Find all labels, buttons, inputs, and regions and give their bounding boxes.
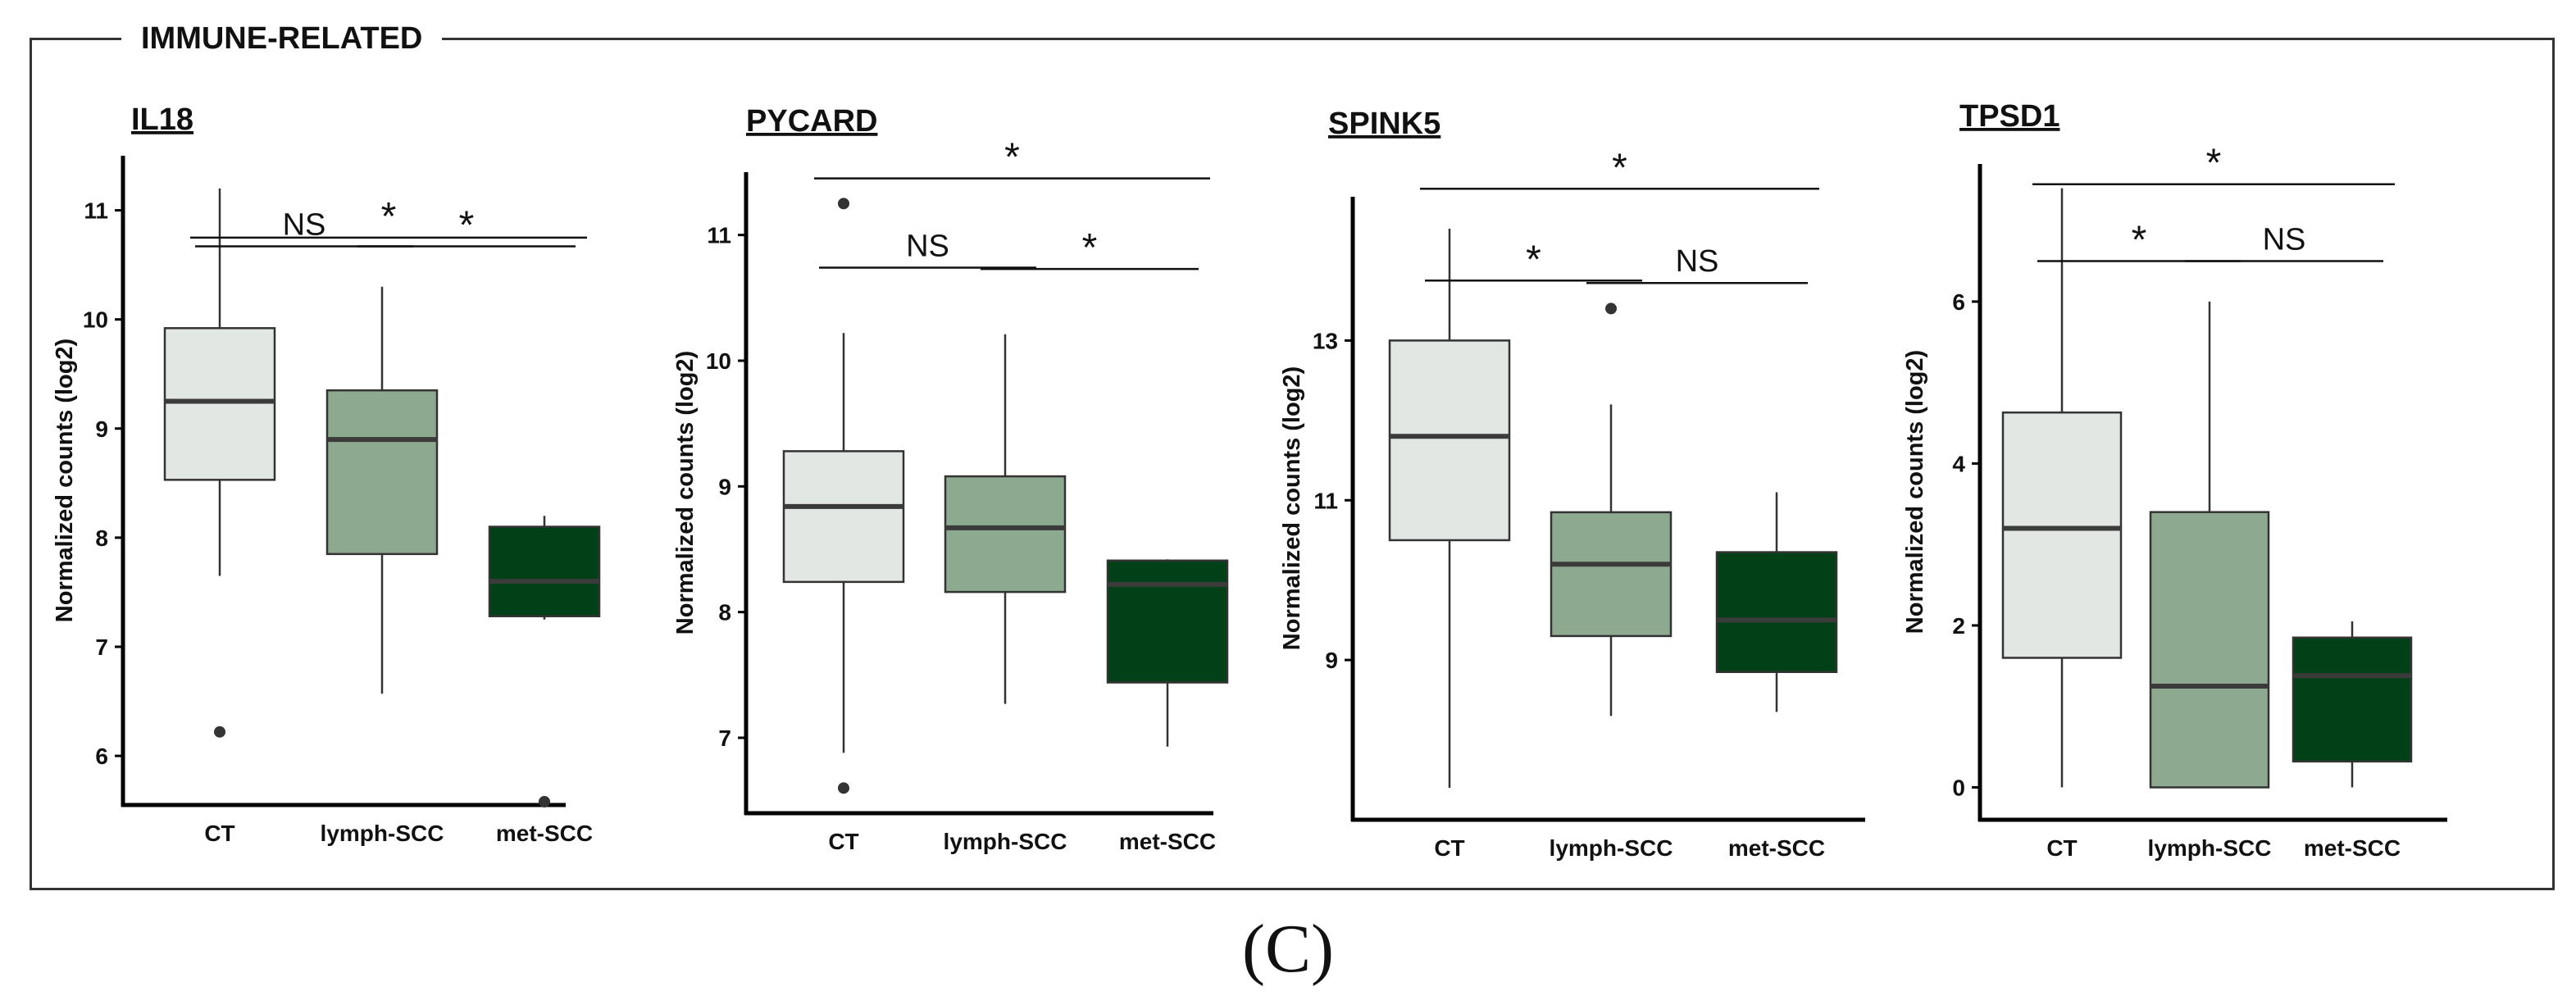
- x-tick-label: lymph-SCC: [321, 821, 444, 846]
- box-ct: [782, 450, 905, 584]
- significance-label: *: [1612, 146, 1627, 189]
- box-ct: [163, 327, 276, 481]
- y-tick-label: 8: [95, 525, 108, 551]
- x-tick-label: met-SCC: [496, 821, 593, 846]
- y-axis-label: Normalized counts (log2): [672, 351, 699, 634]
- y-tick-label: 11: [707, 223, 731, 248]
- box-lymph-scc: [1550, 511, 1673, 638]
- y-tick-label: 10: [706, 348, 731, 374]
- chart-pycard: PYCARD Normalized counts (log2) 7 8 9 10 11 CT l…: [672, 104, 1229, 854]
- section-title: IMMUNE-RELATED: [121, 18, 443, 59]
- box-lymph-scc: [944, 475, 1067, 594]
- y-axis-label: Normalized counts (log2): [52, 339, 78, 622]
- outlier-point: [539, 796, 550, 808]
- chart-title: TPSD1: [1959, 99, 2059, 134]
- chart-title: IL18: [131, 102, 193, 137]
- y-tick-label: 9: [1325, 648, 1338, 673]
- y-axis-label: Normalized counts (log2): [1279, 366, 1305, 650]
- chart-tpsd1: TPSD1 Normalized counts (log2) 0 2 4 6 CT lymph…: [1902, 99, 2447, 861]
- box-ct: [2001, 411, 2123, 659]
- y-tick-label: 7: [95, 634, 108, 660]
- x-tick-label: CT: [1434, 835, 1464, 861]
- figure-label: (C): [1242, 911, 1334, 987]
- significance-label: *: [459, 203, 475, 247]
- significance-label: NS: [2263, 223, 2306, 257]
- x-tick-label: lymph-SCC: [1550, 835, 1673, 861]
- significance-label: *: [2132, 219, 2147, 262]
- box-lymph-scc: [2149, 511, 2270, 789]
- y-tick-label: 8: [718, 600, 731, 625]
- y-tick-label: 9: [95, 416, 108, 442]
- box-met-scc: [1106, 559, 1229, 684]
- outlier-point: [838, 198, 849, 210]
- y-tick-label: 13: [1313, 328, 1338, 353]
- x-tick-label: CT: [204, 821, 234, 846]
- x-tick-label: met-SCC: [1119, 829, 1216, 854]
- significance-label: *: [1082, 226, 1098, 270]
- significance-label: NS: [1676, 244, 1719, 279]
- y-tick-label: 2: [1952, 613, 1965, 639]
- y-tick-label: 9: [718, 474, 731, 499]
- y-tick-label: 7: [718, 725, 731, 751]
- y-tick-label: 10: [83, 307, 108, 333]
- y-tick-label: 6: [95, 744, 108, 769]
- chart-title: PYCARD: [746, 104, 877, 139]
- chart-il18: IL18 Normalized counts (log2) 6 7 8 9 10 11 CT ly…: [52, 102, 601, 846]
- significance-label: *: [2206, 142, 2222, 185]
- box-lymph-scc: [325, 389, 439, 556]
- significance-label: NS: [283, 207, 326, 242]
- x-tick-label: CT: [828, 829, 858, 854]
- significance-label: *: [1526, 238, 1541, 281]
- y-tick-label: 11: [84, 198, 108, 224]
- box-met-scc: [488, 525, 601, 617]
- outlier-point: [214, 725, 225, 738]
- y-axis-label: Normalized counts (log2): [1902, 350, 1928, 634]
- x-tick-label: CT: [2046, 835, 2077, 861]
- chart-spink5: SPINK5 Normalized counts (log2) 9 11 13 CT lym…: [1279, 107, 1865, 861]
- box-ct: [1388, 339, 1511, 542]
- significance-label: *: [381, 195, 397, 239]
- x-tick-label: met-SCC: [1728, 835, 1825, 861]
- significance-label: *: [1004, 136, 1020, 180]
- box-met-scc: [2292, 636, 2413, 763]
- significance-label: NS: [906, 230, 949, 264]
- outlier-point: [1605, 302, 1617, 315]
- x-tick-label: lymph-SCC: [2148, 835, 2272, 861]
- box-met-scc: [1715, 551, 1838, 673]
- y-tick-label: 6: [1952, 289, 1965, 315]
- chart-title: SPINK5: [1328, 107, 1440, 141]
- panel-frame: [30, 38, 2555, 890]
- y-tick-label: 4: [1952, 451, 1965, 476]
- y-tick-label: 11: [1313, 488, 1338, 513]
- y-tick-label: 0: [1952, 775, 1965, 800]
- x-tick-label: lymph-SCC: [944, 829, 1067, 854]
- x-tick-label: met-SCC: [2304, 835, 2401, 861]
- outlier-point: [838, 782, 849, 794]
